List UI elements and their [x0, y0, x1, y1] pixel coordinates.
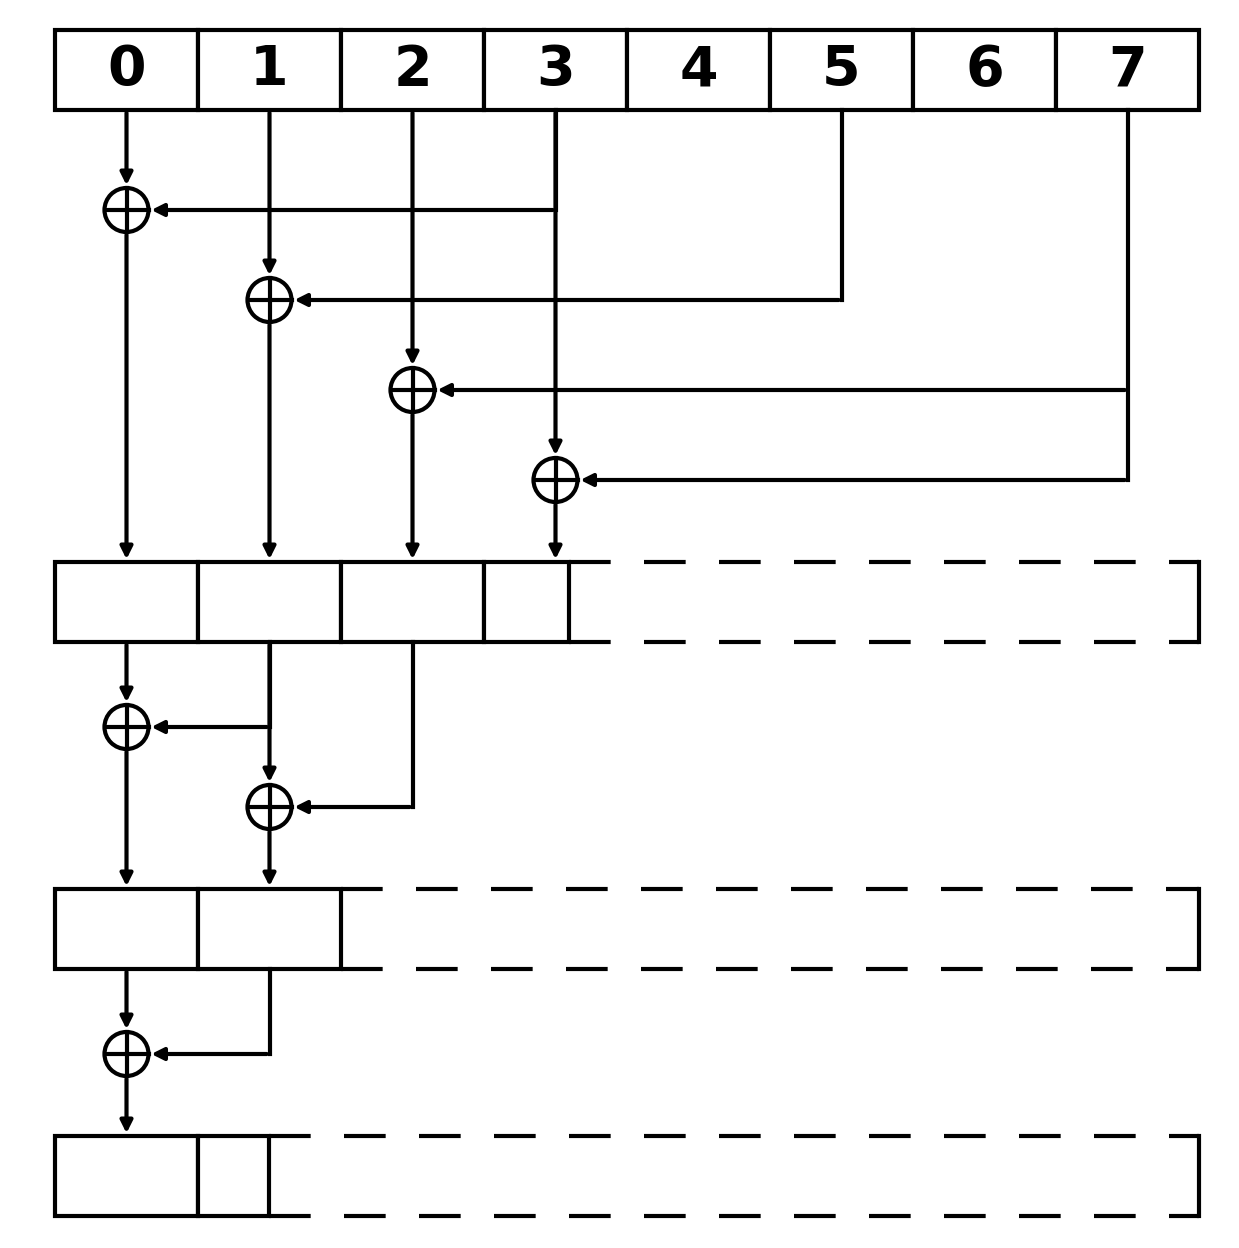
Bar — [913, 30, 1056, 110]
Text: 2: 2 — [393, 42, 432, 97]
Text: 3: 3 — [536, 42, 575, 97]
Text: 1: 1 — [250, 42, 289, 97]
Text: 4: 4 — [679, 42, 717, 97]
Bar — [341, 30, 484, 110]
Bar — [341, 562, 484, 641]
Bar — [55, 30, 198, 110]
Bar — [198, 562, 341, 641]
Bar — [1056, 30, 1199, 110]
Bar — [55, 889, 198, 968]
Bar — [627, 30, 769, 110]
Text: 5: 5 — [823, 42, 861, 97]
Text: 6: 6 — [965, 42, 1004, 97]
Bar — [198, 30, 341, 110]
Bar — [484, 30, 627, 110]
Bar — [55, 562, 198, 641]
Bar — [769, 30, 913, 110]
Text: 7: 7 — [1108, 42, 1147, 97]
Text: 0: 0 — [108, 42, 146, 97]
Bar — [198, 1136, 269, 1216]
Bar — [198, 889, 341, 968]
Bar — [484, 562, 569, 641]
Bar — [55, 1136, 198, 1216]
